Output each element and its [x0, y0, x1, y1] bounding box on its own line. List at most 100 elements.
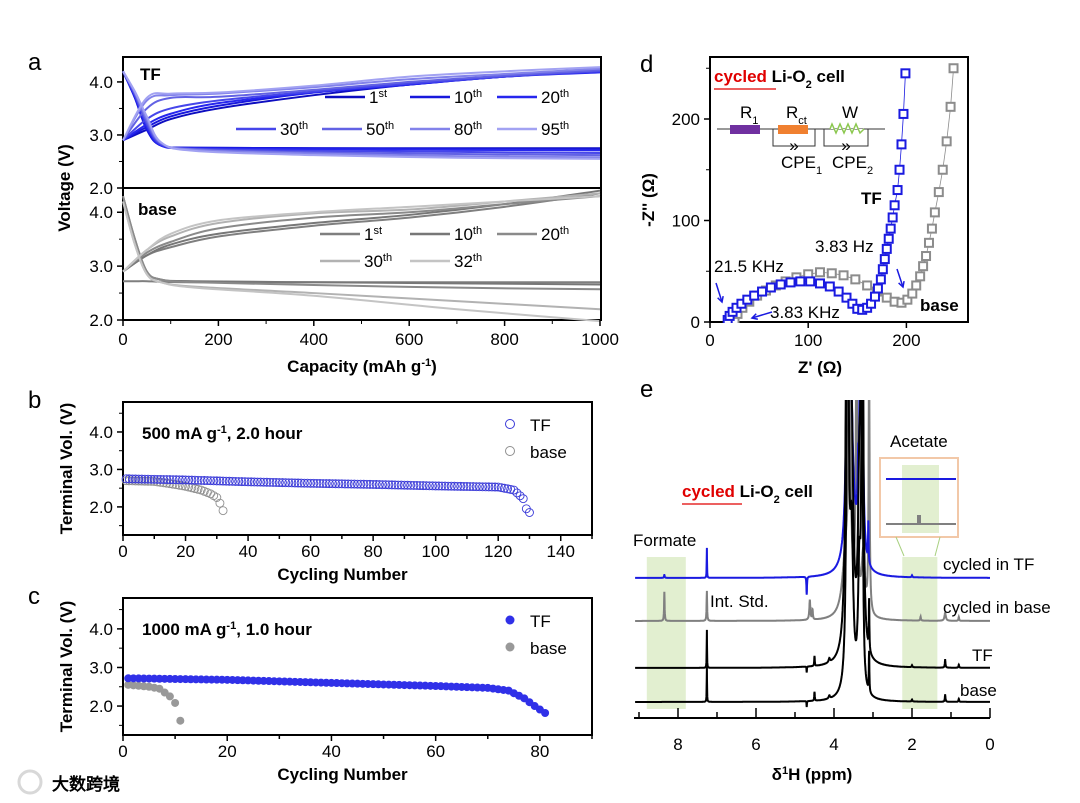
- y-axis-label: -Z'' (Ω): [639, 173, 658, 227]
- subplot-label-base: base: [138, 200, 177, 219]
- x-tick-label: 20: [176, 542, 195, 561]
- data-point: [159, 475, 169, 484]
- data-point: [256, 477, 266, 487]
- label-w: W: [842, 103, 858, 122]
- data-point: [156, 477, 165, 487]
- data-point: [146, 476, 156, 486]
- data-point: [833, 286, 844, 297]
- data-point: [406, 480, 416, 490]
- int-std-label: Int. Std.: [710, 592, 769, 611]
- data-point: [215, 476, 225, 486]
- cpe1-symbol: »: [789, 136, 798, 155]
- data-point: [177, 481, 187, 491]
- data-point: [918, 261, 929, 272]
- annotation-freq-3.83hz: 3.83 Hz: [815, 237, 874, 256]
- data-point: [390, 480, 400, 490]
- data-point: [814, 267, 825, 278]
- x-tick-label: 0: [705, 331, 714, 350]
- curves-TF: [122, 66, 601, 160]
- nyquist-series: [722, 63, 959, 323]
- x-axis-label: Capacity (mAh g-1): [287, 357, 437, 376]
- data-point: [453, 481, 463, 491]
- data-point: [795, 276, 806, 287]
- data-point: [465, 482, 475, 491]
- y-tick-label: 3.0: [89, 257, 113, 276]
- data-point: [387, 480, 397, 490]
- legend-marker: [505, 419, 515, 429]
- data-point: [872, 283, 883, 294]
- data-point: [331, 479, 341, 489]
- data-point: [384, 480, 394, 490]
- x-tick-label: 1000: [581, 330, 619, 349]
- data-point: [421, 481, 431, 491]
- data-point: [137, 474, 147, 484]
- discharge-curve-80th: [122, 70, 601, 159]
- data-point: [877, 264, 888, 275]
- warburg-element: [829, 122, 865, 135]
- nmr-spectra: [635, 400, 990, 708]
- data-point: [243, 477, 253, 487]
- spectrum-cycled-in-TF: [635, 400, 990, 595]
- series-TF: [121, 474, 534, 517]
- data-point: [896, 139, 907, 150]
- spectrum-label-cycled-in-base: cycled in base: [943, 598, 1051, 617]
- data-point: [900, 68, 911, 79]
- legend-marker: [505, 642, 515, 652]
- panel-label-d: d: [640, 51, 653, 78]
- data-point: [324, 479, 334, 489]
- data-point: [889, 200, 900, 211]
- x-tick-label: 100: [794, 331, 822, 350]
- data-point: [841, 292, 852, 303]
- data-point: [162, 475, 172, 485]
- plot-frame-c: [122, 597, 593, 736]
- annotation-freq-3.83khz: 3.83 KHz: [770, 303, 840, 322]
- cpe2-branch: [823, 129, 869, 147]
- data-point: [152, 474, 162, 484]
- data-point: [512, 488, 522, 498]
- x-tick-label: 0: [118, 330, 127, 349]
- y-tick-label: 0: [691, 313, 700, 332]
- arrow-21.5khz-head: [717, 295, 724, 304]
- data-point: [299, 478, 309, 488]
- data-point: [487, 482, 497, 492]
- x-tick-label: 4: [829, 735, 838, 754]
- data-point: [378, 480, 387, 490]
- data-point: [249, 477, 259, 487]
- data-point: [923, 237, 934, 248]
- data-point: [869, 291, 880, 302]
- x-tick-label: 20: [218, 742, 237, 761]
- data-point: [362, 479, 372, 489]
- data-point: [224, 476, 234, 486]
- data-point: [459, 481, 469, 491]
- spectrum-TF: [635, 400, 990, 673]
- data-point: [757, 286, 768, 297]
- data-point: [887, 212, 898, 223]
- data-point: [140, 474, 150, 484]
- data-point: [493, 482, 503, 492]
- x-tick-label: 400: [300, 330, 328, 349]
- data-point: [503, 484, 513, 494]
- data-point: [156, 475, 165, 484]
- data-point: [456, 481, 466, 491]
- discharge-curve-32th: [122, 201, 601, 323]
- panel-label-e: e: [640, 376, 653, 403]
- data-point: [184, 475, 194, 485]
- data-point: [149, 474, 159, 484]
- data-point: [518, 494, 528, 504]
- y-axis-label: Terminal Vol. (V): [57, 601, 76, 733]
- data-point: [403, 480, 412, 490]
- legend-label: 20th: [541, 88, 569, 107]
- plot-frame-b: [122, 401, 593, 536]
- charge-curve-32th: [122, 195, 601, 273]
- data-point: [805, 276, 816, 287]
- data-point: [933, 187, 944, 198]
- label-rct: Rct: [786, 103, 807, 127]
- data-point: [318, 479, 328, 488]
- inset-connector: [934, 536, 941, 557]
- charge-curve-1st: [122, 192, 601, 273]
- data-point: [418, 481, 428, 491]
- legend-label: base: [530, 443, 567, 462]
- data-point: [290, 478, 300, 488]
- resistor-r1: [730, 125, 760, 134]
- watermark: 大数跨境: [52, 774, 120, 794]
